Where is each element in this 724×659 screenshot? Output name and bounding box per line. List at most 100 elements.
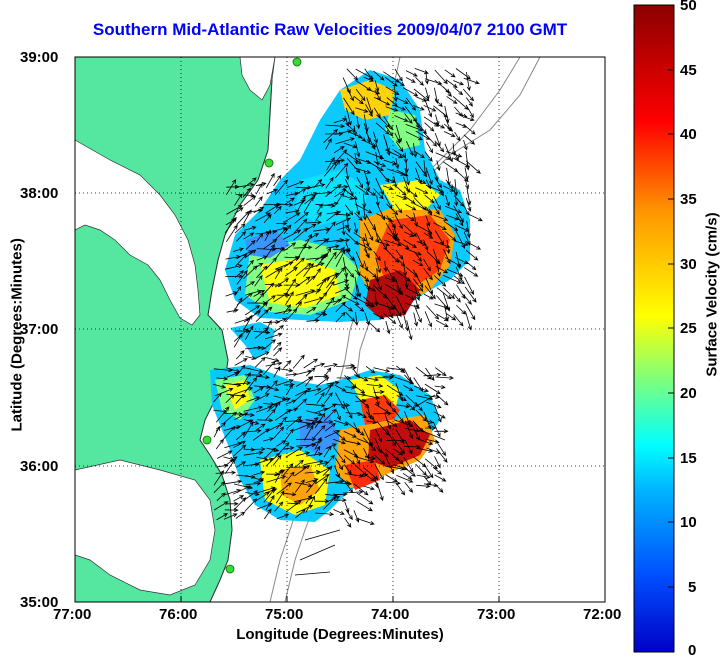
velocity-arrow (254, 274, 263, 287)
velocity-arrow (323, 496, 337, 510)
y-tick-label: 37:00 (20, 321, 59, 338)
velocity-arrow (355, 107, 369, 113)
velocity-arrow (335, 301, 346, 313)
velocity-arrow (246, 396, 261, 402)
velocity-arrow (444, 231, 457, 242)
velocity-arrow (405, 70, 418, 77)
velocity-arrow (345, 312, 356, 323)
velocity-arrow (256, 418, 274, 423)
velocity-arrow (394, 68, 403, 82)
x-tick-label: 73:00 (477, 606, 516, 623)
velocity-arrow (295, 262, 312, 277)
velocity-arrow (274, 308, 293, 315)
colorbar (633, 4, 675, 653)
velocity-arrow (335, 311, 346, 323)
velocity-arrow (453, 205, 464, 223)
velocity-arrow (414, 223, 433, 234)
velocity-arrow (306, 416, 319, 430)
velocity-arrow (313, 311, 326, 322)
velocity-arrow (416, 474, 431, 479)
velocity-arrow (273, 174, 282, 187)
velocity-arrow (444, 69, 456, 78)
velocity-arrow (433, 222, 447, 230)
velocity-arrow (394, 115, 409, 122)
velocity-arrow (405, 204, 417, 211)
velocity-arrow (423, 232, 434, 239)
x-tick-label: 72:00 (583, 606, 622, 623)
velocity-arrow (405, 97, 416, 111)
velocity-arrow (326, 244, 340, 249)
velocity-arrow (235, 419, 254, 430)
velocity-arrow (303, 262, 314, 278)
velocity-arrow (243, 265, 258, 279)
velocity-arrow (315, 473, 330, 485)
velocity-arrow (376, 482, 384, 502)
velocity-arrow (274, 278, 290, 288)
velocity-arrow (324, 454, 335, 467)
velocity-arrow (233, 495, 245, 502)
velocity-arrow (333, 184, 349, 189)
velocity-arrow (293, 464, 311, 477)
velocity-arrow (416, 447, 434, 453)
velocity-arrow (413, 304, 422, 323)
velocity-arrow (304, 375, 314, 387)
velocity-arrow (395, 482, 406, 496)
velocity-arrow (464, 276, 474, 296)
velocity-arrow (336, 225, 350, 231)
velocity-arrow (453, 275, 466, 285)
velocity-arrow (234, 412, 249, 421)
velocity-arrow (456, 304, 466, 315)
velocity-arrow (273, 426, 285, 439)
velocity-arrow (396, 404, 411, 409)
velocity-arrow (465, 303, 476, 321)
velocity-arrow (404, 274, 409, 289)
velocity-arrow (353, 483, 369, 496)
velocity-arrow (253, 387, 264, 394)
velocity-arrow (223, 456, 235, 461)
velocity-arrow (404, 374, 414, 385)
velocity-arrow (336, 238, 351, 243)
velocity-arrow (393, 78, 405, 87)
velocity-arrow (365, 151, 385, 160)
velocity-arrow (333, 159, 341, 170)
velocity-arrow (404, 195, 416, 204)
velocity-arrow (333, 492, 348, 497)
velocity-arrow (405, 266, 419, 278)
velocity-arrow (324, 430, 341, 438)
velocity-arrow (375, 122, 390, 135)
velocity-arrow (394, 269, 412, 282)
velocity-arrow (354, 203, 373, 214)
velocity-arrow (284, 291, 294, 306)
velocity-arrow (325, 382, 334, 396)
velocity-arrow (432, 466, 442, 475)
velocity-arrow (446, 214, 460, 221)
velocity-arrow (295, 276, 311, 288)
velocity-arrow (423, 463, 434, 479)
velocity-arrow (284, 212, 301, 223)
velocity-arrow (244, 305, 261, 316)
velocity-arrow (395, 96, 409, 104)
velocity-arrow (226, 501, 239, 506)
velocity-arrow (323, 367, 332, 378)
velocity-arrow (264, 332, 283, 340)
velocity-arrow (424, 70, 429, 85)
velocity-arrow (376, 447, 389, 458)
velocity-arrow (354, 141, 361, 158)
velocity-arrow (294, 211, 309, 224)
velocity-arrow (265, 452, 281, 467)
velocity-arrow (216, 492, 226, 502)
velocity-arrow (365, 104, 373, 118)
velocity-arrow (466, 187, 472, 206)
velocity-arrow (273, 397, 291, 405)
velocity-arrow (404, 168, 410, 186)
velocity-arrow (272, 454, 282, 466)
velocity-arrow (434, 79, 451, 94)
velocity-arrow (325, 479, 345, 484)
velocity-arrow (216, 513, 228, 521)
velocity-arrow (394, 132, 401, 144)
velocity-arrow (453, 240, 469, 246)
velocity-arrow (263, 213, 272, 224)
velocity-arrow (326, 211, 340, 222)
velocity-arrow (353, 96, 364, 105)
velocity-arrow (243, 421, 254, 439)
